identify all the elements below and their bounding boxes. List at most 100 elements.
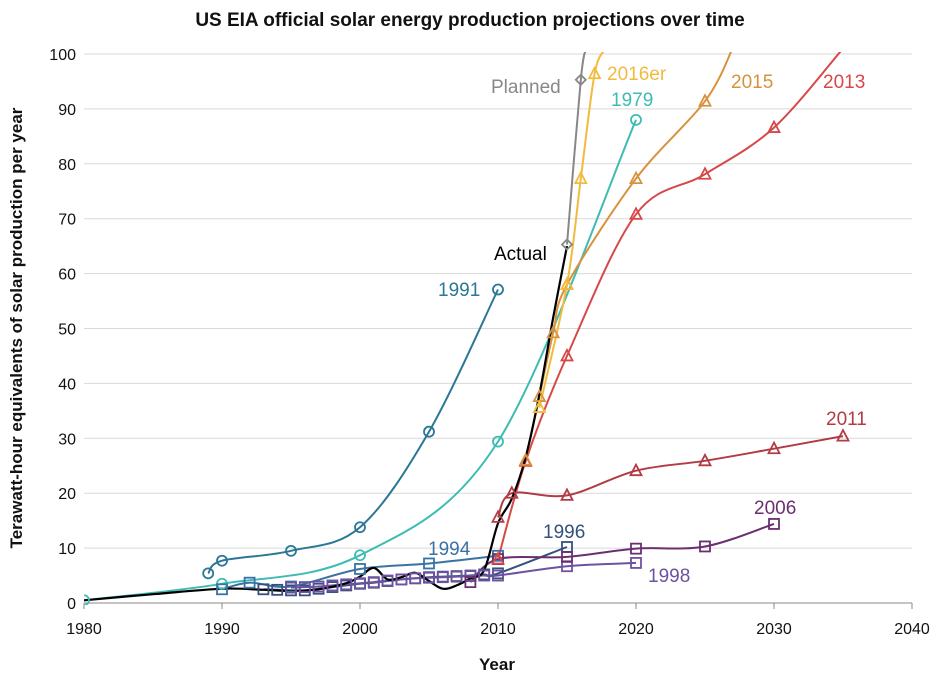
data-point (574, 73, 588, 87)
y-axis-title: Terawatt-hour equivalents of solar produ… (7, 107, 26, 548)
data-point (629, 462, 643, 477)
x-tick-label: 2040 (894, 621, 930, 638)
y-tick-label: 30 (58, 431, 76, 448)
data-point (216, 554, 228, 567)
series-label: 1994 (428, 539, 471, 560)
series-label: 1979 (611, 90, 653, 111)
data-point (423, 557, 435, 570)
data-point (436, 571, 449, 584)
data-point (767, 119, 781, 133)
data-point (630, 557, 642, 569)
data-point (202, 567, 215, 580)
series-line-2011 (497, 435, 844, 518)
data-point (629, 170, 643, 185)
data-point (573, 170, 588, 185)
series-line-1994 (221, 554, 499, 591)
data-point (464, 570, 477, 582)
data-point (560, 487, 574, 501)
data-point (587, 65, 602, 80)
data-point (423, 571, 435, 584)
y-tick-label: 0 (67, 596, 76, 613)
data-point (354, 521, 366, 534)
y-tick-label: 10 (58, 541, 76, 558)
series-label: 2013 (823, 72, 865, 93)
series-line-1991 (207, 289, 499, 575)
data-point (491, 551, 505, 565)
data-point (768, 518, 780, 530)
data-point (216, 583, 228, 596)
data-point (492, 569, 504, 582)
series-line-actual (84, 245, 569, 602)
series-label: 1998 (648, 566, 690, 587)
data-point (464, 576, 477, 589)
series-label: 1996 (543, 522, 585, 543)
grid (84, 53, 912, 604)
data-point (492, 435, 504, 448)
data-point (767, 440, 781, 455)
data-point (326, 579, 339, 592)
series-line-2006 (469, 522, 775, 583)
data-point (257, 583, 270, 596)
data-point (560, 348, 574, 362)
data-point (423, 425, 435, 438)
y-tick-label: 90 (58, 102, 76, 119)
y-tick-label: 20 (58, 486, 76, 503)
data-point (630, 113, 642, 126)
x-axis-title: Year (479, 655, 515, 674)
series-label: 2006 (754, 498, 796, 519)
y-tick-label: 40 (58, 376, 76, 393)
series-line-planned (566, 52, 587, 245)
data-point (630, 542, 642, 555)
data-point (409, 572, 422, 585)
x-tick-label: 2030 (756, 621, 792, 638)
data-point (354, 549, 366, 562)
series-label: 2011 (826, 409, 867, 430)
series-label: 1991 (438, 280, 480, 301)
data-point (836, 428, 850, 442)
data-point (698, 452, 712, 467)
data-point (340, 578, 353, 591)
y-tick-label: 60 (58, 267, 76, 284)
data-point (560, 238, 574, 251)
labels-layer: 1979 1991 1994 1996 1998 2006 2011 2013 2015 2016… (428, 64, 867, 587)
x-tick-label: 1980 (66, 621, 102, 638)
x-tick-label: 2020 (618, 621, 654, 638)
series-label: 2016er (607, 64, 667, 85)
data-point (243, 576, 256, 589)
data-point (560, 276, 574, 290)
data-point (698, 93, 712, 107)
data-point (504, 485, 519, 499)
data-point (285, 581, 297, 594)
data-point (367, 576, 380, 589)
data-point (629, 206, 643, 220)
data-point (532, 399, 547, 413)
series-layer (84, 52, 844, 602)
data-point (271, 583, 284, 596)
series-label: Planned (491, 77, 561, 98)
y-tick-label: 70 (58, 212, 76, 229)
y-tick-label: 50 (58, 322, 76, 339)
data-point (698, 166, 712, 180)
data-point (84, 594, 90, 605)
data-point (491, 509, 505, 523)
data-point (285, 544, 297, 557)
data-point (312, 580, 325, 593)
data-point (381, 574, 394, 587)
y-tick-label: 100 (49, 47, 76, 64)
marker-layer (84, 65, 850, 605)
data-point (561, 550, 573, 563)
x-tick-label: 2010 (480, 621, 516, 638)
chart-title: US EIA official solar energy production … (195, 10, 744, 31)
data-point (546, 324, 561, 339)
y-tick-label: 80 (58, 157, 76, 174)
data-point (699, 540, 711, 553)
series-line-2013 (497, 52, 842, 560)
data-point (492, 283, 504, 296)
x-tick-label: 1990 (204, 621, 240, 638)
data-point (354, 577, 366, 590)
data-point (450, 570, 463, 583)
series-label: 2015 (731, 72, 773, 93)
series-label: Actual (494, 244, 547, 265)
